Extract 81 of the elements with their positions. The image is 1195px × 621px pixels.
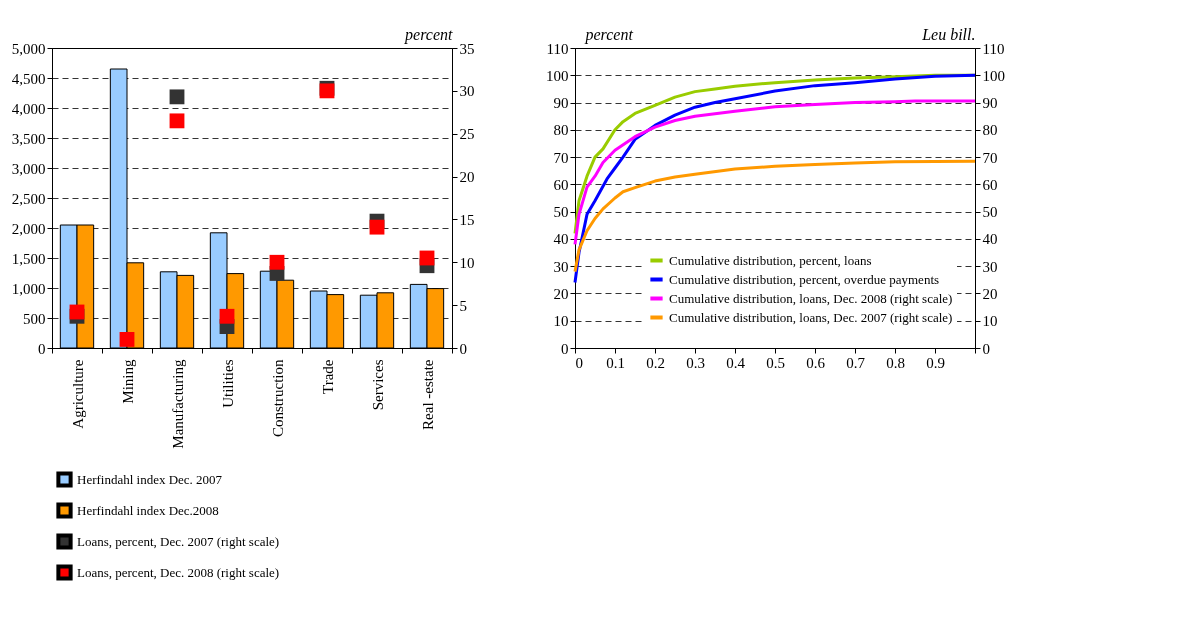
y-tick-label: 20 (553, 285, 569, 302)
y-tick-label: 2,000 (11, 220, 46, 237)
x-tick-label: 0.8 (886, 354, 905, 371)
y2-tick-label: 0 (982, 340, 990, 357)
x-tick-label: Utilities (219, 359, 236, 408)
y-tick-label: 4,500 (11, 70, 46, 87)
y2-tick-label: 15 (459, 211, 475, 228)
x-tick-label: Trade (319, 359, 336, 394)
y2-tick-label: 40 (982, 231, 998, 248)
y-tick-label: 0 (38, 340, 46, 357)
x-tick-label: 0.7 (846, 354, 866, 371)
legend-label: Cumulative distribution, loans, Dec. 2007 (right scale) (669, 309, 953, 325)
point (169, 113, 185, 129)
line-series (573, 73, 977, 285)
x-tick-label: Manufacturing (169, 359, 186, 449)
y2-tick-label: 50 (982, 204, 998, 221)
point (119, 332, 135, 347)
y2-tick-label: 5 (459, 297, 467, 314)
legend-label: Cumulative distribution, percent, loans (669, 252, 872, 268)
x-tick-label: 0 (575, 354, 583, 371)
y-tick-label: 3,500 (11, 130, 46, 147)
y2-axis-title: percent (404, 25, 454, 44)
y-tick-label: 40 (553, 231, 569, 248)
y-tick-label: 70 (553, 149, 569, 166)
point (219, 308, 235, 324)
y2-tick-label: 80 (982, 122, 998, 139)
x-tick-label: 0.9 (926, 354, 945, 371)
y2-tick-label: 25 (459, 126, 475, 143)
legend-label: Cumulative distribution, loans, Dec. 2008 (right scale) (669, 290, 953, 306)
x-tick-label: 0.3 (686, 354, 705, 371)
y2-tick-label: 0 (459, 340, 467, 357)
y-tick-label: 0 (561, 340, 569, 357)
y2-tick-label: 10 (459, 254, 475, 271)
point (369, 219, 385, 235)
y2-tick-label: 70 (982, 149, 998, 166)
legend-label: Herfindahl index Dec.2008 (77, 502, 219, 518)
y-tick-label: 50 (553, 204, 569, 221)
x-tick-label: 0.5 (766, 354, 785, 371)
y2-tick-label: 110 (982, 40, 1005, 57)
x-tick-label: 0.2 (646, 354, 665, 371)
x-tick-label: Agriculture (69, 359, 86, 429)
legend-label: Cumulative distribution, percent, overdue payments (669, 271, 940, 287)
line-series (573, 99, 977, 246)
x-tick-label: Construction (269, 359, 286, 437)
y2-tick-label: 35 (459, 40, 475, 57)
x-tick-label: Services (369, 359, 386, 411)
y2-tick-label: 60 (982, 176, 998, 193)
y-tick-label: 500 (23, 310, 46, 327)
y-tick-label: 110 (546, 40, 569, 57)
x-tick-label: 0.6 (806, 354, 826, 371)
y-tick-label: 10 (553, 313, 569, 330)
y-tick-label: 90 (553, 95, 569, 112)
y-tick-label: 60 (553, 176, 569, 193)
y2-tick-label: 20 (982, 285, 998, 302)
y-tick-label: 100 (546, 67, 569, 84)
y2-tick-label: 90 (982, 95, 998, 112)
legend-label: Loans, percent, Dec. 2007 (right scale) (77, 533, 280, 549)
y2-tick-label: 100 (982, 67, 1005, 84)
x-tick-label: 0.1 (606, 354, 625, 371)
y-tick-label: 3,000 (11, 160, 46, 177)
x-tick-label: Real -estate (419, 359, 436, 430)
line-series (573, 159, 977, 274)
y-tick-label: 1,000 (11, 280, 46, 297)
y2-tick-label: 10 (982, 313, 998, 330)
y2-axis-title: Leu bill. (921, 25, 976, 43)
legend-label: Herfindahl index Dec. 2007 (77, 471, 223, 487)
y-tick-label: 80 (553, 122, 569, 139)
x-tick-label: Mining (119, 359, 136, 404)
legend-label: Loans, percent, Dec. 2008 (right scale) (77, 564, 280, 580)
y-tick-label: 30 (553, 258, 569, 275)
y2-tick-label: 30 (982, 258, 998, 275)
point (169, 89, 185, 105)
y-tick-label: 2,500 (11, 190, 46, 207)
point (269, 254, 285, 270)
y2-tick-label: 30 (459, 83, 475, 100)
y-tick-label: 4,000 (11, 100, 46, 117)
y2-tick-label: 20 (459, 169, 475, 186)
y-tick-label: 1,500 (11, 250, 46, 267)
y-axis-title: percent (584, 25, 634, 44)
x-tick-label: 0.4 (726, 354, 746, 371)
y-tick-label: 5,000 (11, 40, 46, 57)
